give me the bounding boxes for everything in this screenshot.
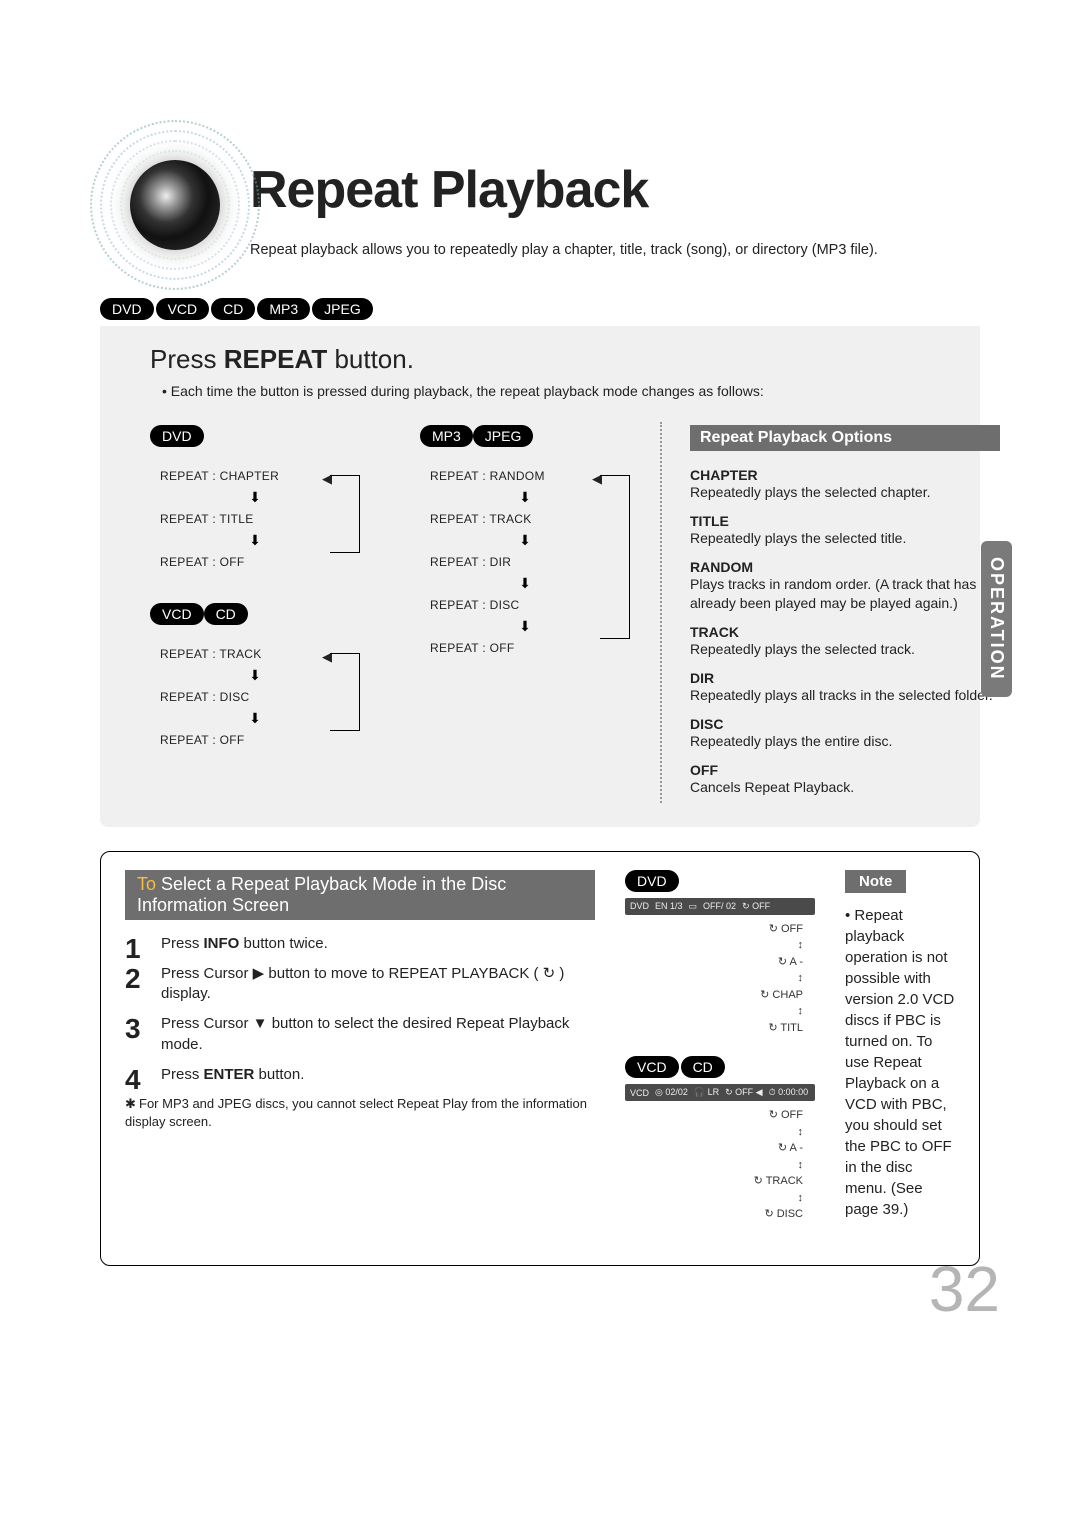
intro-text: Repeat playback allows you to repeatedly… (250, 242, 1080, 258)
option-key: OFF (690, 762, 1000, 778)
footnote: ✱For MP3 and JPEG discs, you cannot sele… (125, 1095, 595, 1130)
options-list: CHAPTERRepeatedly plays the selected cha… (690, 467, 1000, 797)
option-key: RANDOM (690, 559, 1000, 575)
option-desc: Repeatedly plays the selected chapter. (690, 483, 1000, 501)
format-badge: JPEG (312, 298, 373, 320)
press-heading: Press REPEAT button. (150, 344, 930, 375)
options-col: Repeat Playback Options CHAPTERRepeatedl… (690, 425, 1000, 797)
flow-vcd-cd: ◀ REPEAT : TRACK⬇REPEAT : DISC⬇REPEAT : … (150, 643, 360, 751)
options-title: Repeat Playback Options (690, 425, 1000, 451)
option-key: DISC (690, 716, 1000, 732)
page-number: 32 (929, 1252, 1000, 1326)
step: 2Press Cursor ▶ button to move to REPEAT… (125, 964, 595, 1005)
note-col: Note Repeat playback operation is not po… (845, 870, 955, 1243)
lower-box: To Select a Repeat Playback Mode in the … (100, 851, 980, 1266)
flow-item: REPEAT : OFF (420, 637, 630, 659)
flow-col-left: DVD ◀ REPEAT : CHAPTER⬇REPEAT : TITLE⬇RE… (150, 425, 360, 797)
flow-dvd: ◀ REPEAT : CHAPTER⬇REPEAT : TITLE⬇REPEAT… (150, 465, 360, 573)
speaker-icon (130, 160, 220, 250)
format-badge: DVD (100, 298, 154, 320)
osd-col: DVD DVDEN 1/3▭OFF/ 02↻ OFF ↻ OFF↕↻ A -↕↻… (625, 870, 815, 1243)
option-desc: Plays tracks in random order. (A track t… (690, 575, 1000, 611)
step: 4Press ENTER button. (125, 1065, 595, 1085)
step: 3Press Cursor ▼ button to select the des… (125, 1014, 595, 1055)
option-desc: Repeatedly plays the selected track. (690, 640, 1000, 658)
option-desc: Repeatedly plays the entire disc. (690, 732, 1000, 750)
header-illustration (90, 120, 260, 290)
flow-item: REPEAT : OFF (150, 551, 360, 573)
flow-mp3-jpeg: ◀ REPEAT : RANDOM⬇REPEAT : TRACK⬇REPEAT … (420, 465, 630, 659)
subline: • Each time the button is pressed during… (162, 383, 930, 399)
main-panel: OPERATION Press REPEAT button. • Each ti… (100, 326, 980, 827)
option-key: DIR (690, 670, 1000, 686)
step: 1Press INFO button twice. (125, 934, 595, 954)
flow-item: REPEAT : TRACK (150, 643, 360, 665)
section-tab: OPERATION (981, 541, 1012, 697)
flow-col-right: MP3JPEG ◀ REPEAT : RANDOM⬇REPEAT : TRACK… (420, 425, 630, 797)
format-badge: CD (211, 298, 255, 320)
flow-item: REPEAT : TRACK (420, 508, 630, 530)
option-key: TITLE (690, 513, 1000, 529)
dotted-divider (660, 422, 662, 803)
flow-item: REPEAT : DIR (420, 551, 630, 573)
option-desc: Repeatedly plays the selected title. (690, 529, 1000, 547)
flow-item: REPEAT : DISC (150, 686, 360, 708)
steps-list: 1Press INFO button twice. 2Press Cursor ▶… (125, 934, 595, 1086)
flow-item: REPEAT : OFF (150, 729, 360, 751)
page-title: Repeat Playback (250, 160, 1080, 220)
flow-item: REPEAT : CHAPTER (150, 465, 360, 487)
flow-item: REPEAT : RANDOM (420, 465, 630, 487)
flow-item: REPEAT : TITLE (150, 508, 360, 530)
option-desc: Cancels Repeat Playback. (690, 778, 1000, 796)
note-text: Repeat playback operation is not possibl… (845, 905, 955, 1220)
option-key: TRACK (690, 624, 1000, 640)
flow-item: REPEAT : DISC (420, 594, 630, 616)
option-desc: Repeatedly plays all tracks in the selec… (690, 686, 1000, 704)
lower-heading: To Select a Repeat Playback Mode in the … (125, 870, 595, 920)
format-badge: MP3 (257, 298, 310, 320)
option-key: CHAPTER (690, 467, 1000, 483)
note-label: Note (845, 870, 906, 893)
osd-dvd: DVD DVDEN 1/3▭OFF/ 02↻ OFF ↻ OFF↕↻ A -↕↻… (625, 870, 815, 1037)
format-badge: VCD (156, 298, 210, 320)
format-badges: DVDVCDCDMP3JPEG (100, 298, 1080, 320)
osd-vcd: VCDCD VCD◎ 02/02🎧 LR↻ OFF ◀⏱ 0:00:00 ↻ O… (625, 1056, 815, 1223)
